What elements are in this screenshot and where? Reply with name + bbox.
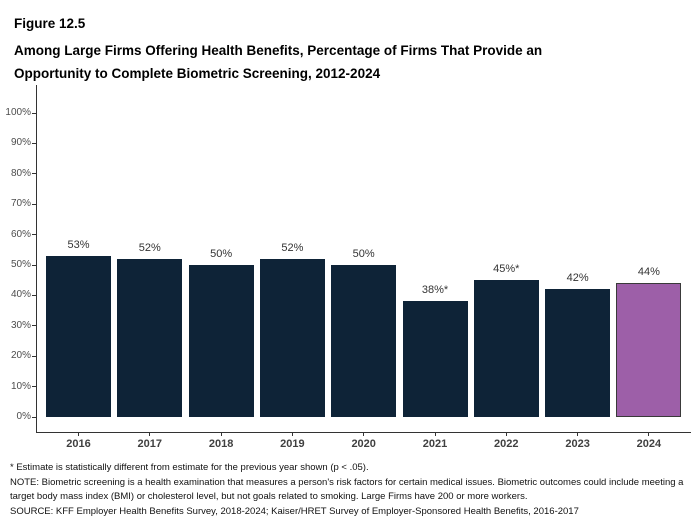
x-tick-2023	[577, 432, 579, 436]
y-tick-0	[32, 416, 36, 418]
y-tick-70	[32, 203, 36, 205]
bar-label-2019: 52%	[281, 241, 304, 254]
footnotes: * Estimate is statistically different fr…	[10, 461, 694, 519]
x-tick-label-2018: 2018	[208, 438, 234, 450]
y-tick-label-100: 100%	[5, 107, 31, 118]
x-tick-2019	[291, 432, 293, 436]
x-tick-label-2023: 2023	[565, 438, 590, 450]
x-tick-label-2022: 2022	[494, 438, 519, 450]
y-tick-100	[32, 112, 36, 114]
y-tick-label-80: 80%	[10, 167, 31, 179]
y-tick-30	[32, 325, 36, 327]
y-tick-label-50: 50%	[10, 259, 31, 270]
bar-label-2016: 53%	[67, 238, 90, 251]
bar-label-2021: 38%*	[421, 284, 449, 297]
y-tick-label-40: 40%	[10, 289, 31, 301]
x-tick-2024	[648, 432, 650, 436]
y-tick-label-70: 70%	[10, 198, 31, 210]
x-tick-2016	[78, 432, 79, 436]
x-tick-label-2019: 2019	[280, 438, 305, 450]
y-tick-label-0: 0%	[16, 411, 31, 422]
x-tick-2018	[220, 432, 222, 436]
bar-label-2024: 44%	[637, 266, 660, 279]
x-tick-2021	[434, 432, 436, 436]
bar-2020	[331, 265, 397, 417]
x-tick-label-2016: 2016	[66, 438, 91, 450]
y-tick-10	[32, 386, 36, 388]
x-tick-label-2017: 2017	[137, 438, 163, 450]
footnote-source: SOURCE: KFF Employer Health Benefits Sur…	[10, 505, 579, 517]
y-tick-label-90: 90%	[10, 137, 31, 149]
bar-2016	[46, 255, 111, 417]
x-tick-2017	[149, 432, 151, 436]
y-tick-80	[32, 173, 36, 175]
chart-title: Among Large Firms Offering Health Benefi…	[14, 43, 543, 81]
y-tick-90	[32, 142, 36, 144]
figure-label: Figure 12.5	[14, 16, 86, 31]
y-tick-50	[32, 264, 36, 266]
x-tick-label-2024: 2024	[636, 438, 662, 450]
bar-2018	[188, 265, 254, 417]
bar-label-2023: 42%	[566, 272, 589, 285]
footnote-asterisk: * Estimate is statistically different fr…	[10, 462, 369, 473]
x-tick-label-2021: 2021	[422, 438, 448, 450]
y-axis-line	[36, 85, 37, 432]
bar-2017	[117, 258, 183, 417]
y-tick-20	[32, 355, 36, 357]
y-tick-label-30: 30%	[10, 319, 31, 331]
bar-label-2022: 45%*	[493, 263, 520, 276]
bar-2019	[259, 258, 325, 417]
bar-2021	[402, 301, 468, 417]
y-tick-40	[32, 294, 36, 296]
bar-label-2017: 52%	[138, 241, 161, 254]
bar-label-2020: 50%	[352, 248, 375, 260]
bar-2022	[473, 280, 539, 417]
x-tick-2020	[363, 432, 365, 436]
x-tick-2022	[505, 432, 507, 436]
footnote-note: NOTE: Biometric screening is a health ex…	[10, 476, 684, 503]
bar-2023	[545, 289, 611, 417]
bar-label-2018: 50%	[210, 248, 233, 260]
x-tick-label-2020: 2020	[351, 438, 376, 450]
y-tick-label-20: 20%	[10, 350, 31, 362]
bar-2024	[616, 283, 682, 417]
y-tick-60	[32, 234, 36, 236]
y-tick-label-10: 10%	[10, 380, 31, 392]
y-tick-label-60: 60%	[10, 228, 31, 240]
